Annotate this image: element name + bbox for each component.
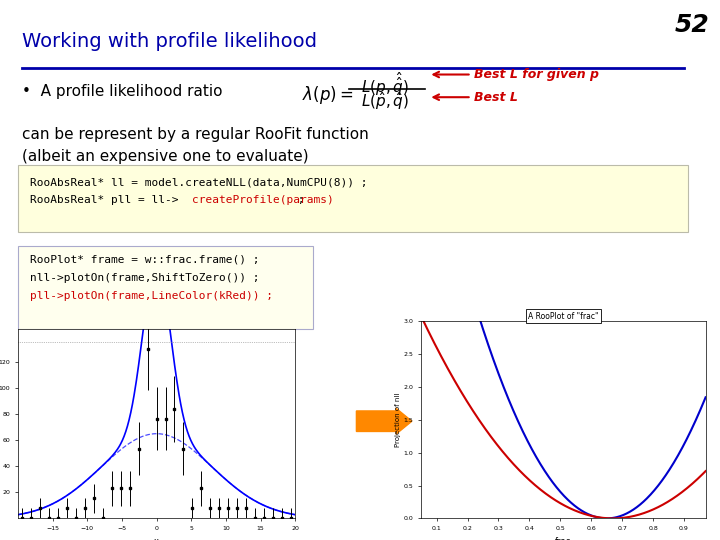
Y-axis label: Projection of nll: Projection of nll — [395, 393, 401, 447]
Text: 52: 52 — [675, 14, 709, 37]
Text: $\lambda(p) =$: $\lambda(p) =$ — [302, 84, 354, 106]
Text: (albeit an expensive one to evaluate): (albeit an expensive one to evaluate) — [22, 148, 308, 164]
Text: createProfile(params): createProfile(params) — [192, 195, 333, 206]
Text: pll->plotOn(frame,LineColor(kRed)) ;: pll->plotOn(frame,LineColor(kRed)) ; — [30, 291, 274, 301]
Title: A RooPlot of "frac": A RooPlot of "frac" — [528, 312, 598, 321]
Text: Working with profile likelihood: Working with profile likelihood — [22, 32, 317, 51]
X-axis label: x: x — [154, 537, 159, 540]
X-axis label: frac: frac — [555, 537, 572, 540]
Text: ;: ; — [291, 195, 305, 206]
Text: nll->plotOn(frame,ShiftToZero()) ;: nll->plotOn(frame,ShiftToZero()) ; — [30, 273, 260, 283]
FancyBboxPatch shape — [18, 165, 688, 232]
Text: $L(p,\hat{\hat{q}})$: $L(p,\hat{\hat{q}})$ — [361, 70, 409, 98]
FancyArrow shape — [356, 408, 412, 434]
Text: RooAbsReal* pll = ll->: RooAbsReal* pll = ll-> — [30, 195, 179, 206]
Text: $L(\hat{p},\hat{q})$: $L(\hat{p},\hat{q})$ — [361, 90, 409, 112]
FancyBboxPatch shape — [18, 246, 313, 329]
Text: Best L: Best L — [474, 91, 518, 104]
Text: RooPlot* frame = w::frac.frame() ;: RooPlot* frame = w::frac.frame() ; — [30, 255, 260, 265]
Text: can be represent by a regular RooFit function: can be represent by a regular RooFit fun… — [22, 127, 369, 142]
Text: Best L for given p: Best L for given p — [474, 68, 599, 81]
Text: RooAbsReal* ll = model.createNLL(data,NumCPU(8)) ;: RooAbsReal* ll = model.createNLL(data,Nu… — [30, 177, 368, 187]
Text: •  A profile likelihood ratio: • A profile likelihood ratio — [22, 84, 222, 99]
